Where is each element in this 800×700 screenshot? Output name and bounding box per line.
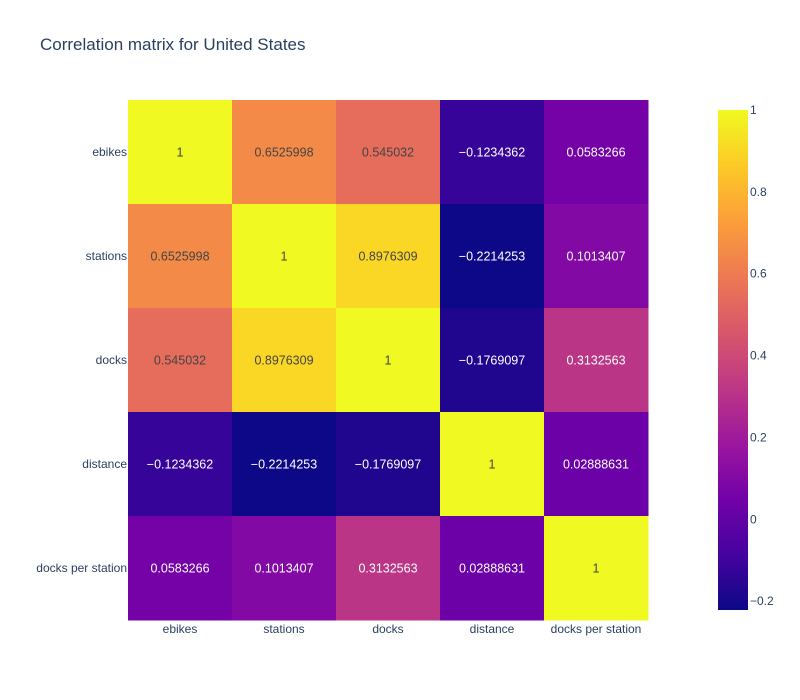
heatmap-cell-docks-per-station-distance <box>440 516 545 621</box>
cell-value-label: 0.0583266 <box>150 562 209 576</box>
cell-value-label: −0.1234362 <box>147 458 213 472</box>
heatmap-cell-docks-ebikes <box>128 308 233 413</box>
colorbar-tick-label: −0.2 <box>750 594 774 608</box>
cell-value-label: 0.3132563 <box>358 562 417 576</box>
heatmap-cell-docks-per-station-stations <box>232 516 337 621</box>
cell-value-label: 0.8976309 <box>254 354 313 368</box>
heatmap-cell-distance-distance <box>440 412 545 517</box>
heatmap-cell-docks-docks-per-station <box>544 308 649 413</box>
x-tick-label: docks <box>372 622 403 636</box>
heatmap-cell-docks-docks <box>336 308 441 413</box>
cell-value-label: 1 <box>177 146 184 160</box>
cell-value-label: 0.6525998 <box>254 146 313 160</box>
colorbar: 1 0.8 0.6 0.4 0.2 0 −0.2 <box>718 103 774 610</box>
colorbar-tick-labels: 1 0.8 0.6 0.4 0.2 0 −0.2 <box>750 103 774 608</box>
cell-value-label: 1 <box>281 250 288 264</box>
cell-value-label: 1 <box>593 562 600 576</box>
cell-value-label: 0.8976309 <box>358 250 417 264</box>
colorbar-tick-label: 0.6 <box>750 267 767 281</box>
cell-value-label: −0.1234362 <box>459 146 525 160</box>
cell-value-label: −0.2214253 <box>459 250 525 264</box>
heatmap-cell-stations-ebikes <box>128 204 233 309</box>
colorbar-tick-label: 0 <box>750 512 757 526</box>
y-axis-tick-labels: ebikes stations docks distance docks per sta… <box>36 145 127 575</box>
heatmap-cell-ebikes-distance <box>440 100 545 205</box>
y-tick-label: docks <box>96 353 127 367</box>
heatmap-cell-docks-per-station-docks-per-station <box>544 516 649 621</box>
heatmap-cell-distance-docks <box>336 412 441 517</box>
x-tick-label: ebikes <box>163 622 198 636</box>
x-tick-label: distance <box>470 622 515 636</box>
chart-title: Correlation matrix for United States <box>40 35 306 54</box>
heatmap-cell-ebikes-docks <box>336 100 441 205</box>
cell-value-label: −0.1769097 <box>355 458 421 472</box>
cell-value-label: 0.6525998 <box>150 250 209 264</box>
colorbar-tick-label: 0.2 <box>750 430 767 444</box>
x-tick-label: docks per station <box>551 622 642 636</box>
x-axis-tick-labels: ebikes stations docks distance docks per sta… <box>163 622 642 636</box>
x-tick-label: stations <box>263 622 304 636</box>
heatmap-cell-docks-distance <box>440 308 545 413</box>
heatmap-cell-ebikes-ebikes <box>128 100 233 205</box>
cell-value-label: 0.02888631 <box>563 458 629 472</box>
y-tick-label: docks per station <box>36 561 127 575</box>
heatmap-cell-stations-docks-per-station <box>544 204 649 309</box>
heatmap-cell-distance-stations <box>232 412 337 517</box>
heatmap-cell-docks-per-station-ebikes <box>128 516 233 621</box>
cell-value-label: 0.1013407 <box>254 562 313 576</box>
cell-value-label: 1 <box>489 458 496 472</box>
colorbar-tick-label: 0.4 <box>750 349 767 363</box>
cell-value-label: −0.2214253 <box>251 458 317 472</box>
cell-value-label: −0.1769097 <box>459 354 525 368</box>
heatmap-cell-docks-stations <box>232 308 337 413</box>
heatmap-cell-stations-distance <box>440 204 545 309</box>
cell-value-label: 1 <box>385 354 392 368</box>
heatmap-cell-stations-stations <box>232 204 337 309</box>
colorbar-tick-label: 0.8 <box>750 185 767 199</box>
cell-value-label: 0.02888631 <box>459 562 525 576</box>
y-tick-label: distance <box>82 457 127 471</box>
heatmap-cell-ebikes-docks-per-station <box>544 100 649 205</box>
heatmap-cell-distance-ebikes <box>128 412 233 517</box>
heatmap-cell-distance-docks-per-station <box>544 412 649 517</box>
colorbar-gradient <box>718 110 748 610</box>
cell-value-label: 0.545032 <box>154 354 206 368</box>
heatmap-cell-docks-per-station-docks <box>336 516 441 621</box>
heatmap-cell-stations-docks <box>336 204 441 309</box>
heatmap-cell-labels: 1 0.6525998 0.545032 −0.1234362 0.0583266 0.6… <box>147 146 629 576</box>
cell-value-label: 0.3132563 <box>566 354 625 368</box>
heatmap-cell-ebikes-stations <box>232 100 337 205</box>
cell-value-label: 0.545032 <box>362 146 414 160</box>
y-tick-label: ebikes <box>92 145 127 159</box>
colorbar-tick-label: 1 <box>750 103 757 117</box>
y-tick-label: stations <box>86 249 127 263</box>
heatmap-cells <box>128 100 649 621</box>
cell-value-label: 0.1013407 <box>566 250 625 264</box>
cell-value-label: 0.0583266 <box>566 146 625 160</box>
